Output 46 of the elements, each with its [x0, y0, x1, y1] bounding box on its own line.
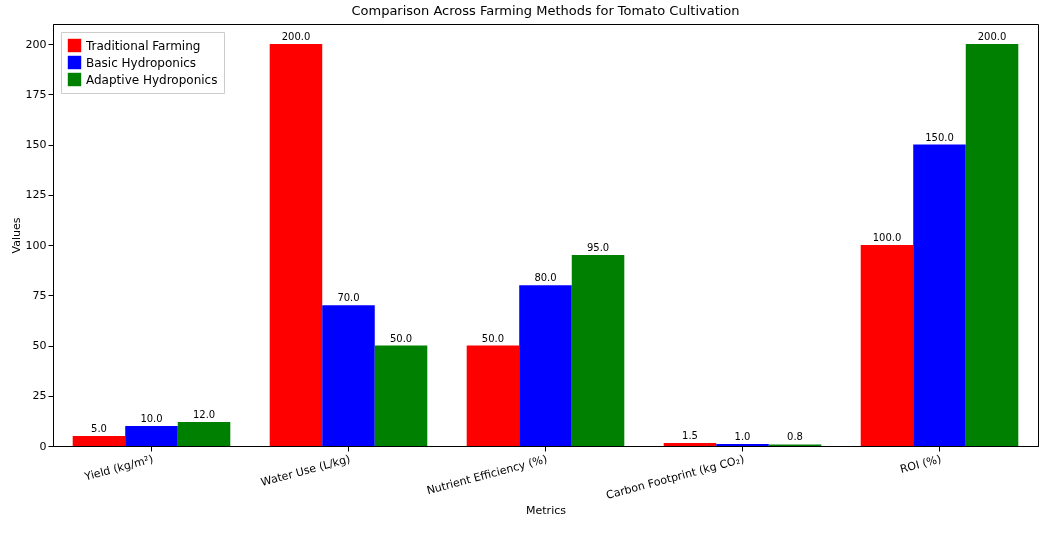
bar — [322, 305, 375, 446]
data-label: 50.0 — [481, 332, 505, 344]
bar — [125, 425, 178, 446]
data-label: 80.0 — [534, 272, 557, 284]
data-label: 50.0 — [389, 332, 413, 344]
bar — [965, 44, 1019, 446]
data-label: 200.0 — [977, 31, 1007, 43]
y-tick-label: 75 — [32, 288, 47, 302]
y-tick-label: 200 — [25, 37, 47, 51]
bar — [519, 285, 572, 446]
x-tick-label: Water Use (L/kg) — [259, 452, 352, 489]
bar — [716, 443, 769, 446]
legend-label: Adaptive Hydroponics — [86, 72, 218, 87]
data-label: 0.8 — [787, 431, 803, 443]
bar — [374, 345, 428, 446]
data-label: 1.0 — [734, 430, 751, 442]
data-label: 100.0 — [872, 232, 902, 244]
bar — [466, 345, 520, 446]
y-tick-label: 25 — [32, 389, 47, 403]
data-label: 1.5 — [682, 429, 698, 441]
chart-title: Comparison Across Farming Methods for Tomato Cultivation — [351, 3, 740, 18]
bar — [72, 435, 126, 446]
legend-label: Basic Hydroponics — [86, 55, 197, 70]
y-tick-label: 175 — [25, 87, 47, 101]
y-tick-label: 150 — [25, 138, 47, 152]
x-axis-title: Metrics — [526, 503, 567, 517]
bar — [913, 144, 966, 446]
y-tick-label: 125 — [25, 188, 47, 202]
data-label: 5.0 — [91, 422, 107, 434]
data-label: 70.0 — [337, 292, 360, 304]
bar — [571, 255, 625, 446]
bar — [860, 245, 914, 446]
y-tick-label: 0 — [39, 439, 47, 453]
data-label: 200.0 — [281, 31, 311, 43]
y-tick-label: 50 — [32, 339, 47, 353]
data-label: 95.0 — [586, 242, 610, 254]
data-label: 10.0 — [140, 412, 163, 424]
y-axis-title: Values — [9, 217, 23, 254]
data-label: 12.0 — [192, 408, 216, 420]
x-tick-label: ROI (%) — [898, 452, 943, 476]
data-label: 150.0 — [925, 131, 954, 143]
legend-label: Traditional Farming — [85, 38, 201, 53]
bar — [269, 44, 323, 446]
y-tick-label: 100 — [25, 238, 47, 252]
bar — [663, 442, 717, 446]
bar — [177, 421, 231, 446]
